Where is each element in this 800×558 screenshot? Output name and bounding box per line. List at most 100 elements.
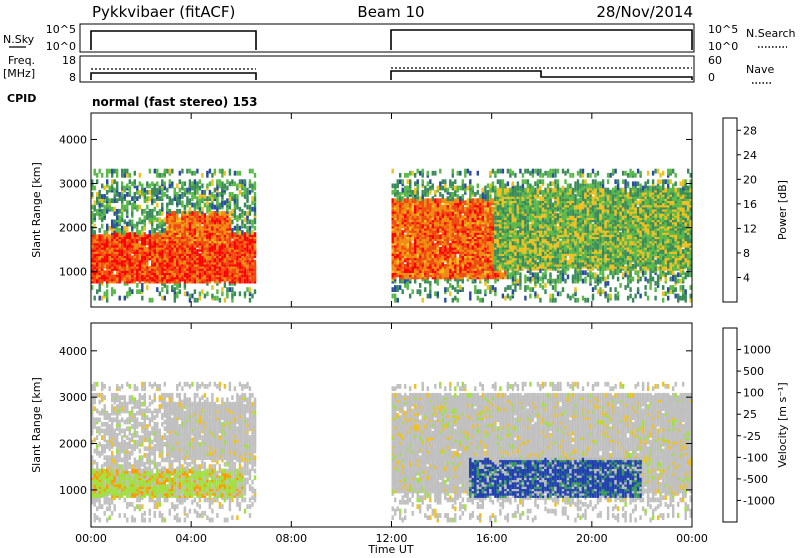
power-cell [111, 228, 113, 233]
power-cell [124, 249, 126, 254]
power-cell [492, 181, 494, 186]
power-cell [144, 188, 146, 193]
power-cell [532, 173, 534, 178]
power-cell [519, 241, 521, 246]
power-cell [221, 181, 223, 186]
power-cell [209, 190, 211, 195]
power-cell [99, 296, 101, 301]
power-cell [146, 181, 148, 186]
power-cell [109, 277, 111, 282]
power-cell [94, 169, 96, 174]
power-cell [254, 220, 256, 225]
power-cell [487, 207, 489, 212]
power-cell [106, 196, 108, 201]
power-cell [457, 194, 459, 199]
power-cell [392, 272, 394, 277]
power-cell [239, 179, 241, 184]
power-cell [407, 275, 409, 280]
power-cell [224, 211, 226, 216]
power-cell [246, 256, 248, 261]
power-cell [204, 294, 206, 299]
power-cell [459, 196, 461, 201]
power-cell [201, 184, 203, 189]
power-cell [434, 272, 436, 277]
power-cell [156, 188, 158, 193]
power-cell [219, 220, 221, 225]
power-cell [186, 291, 188, 296]
power-cell [139, 230, 141, 235]
power-cell [126, 249, 128, 254]
power-cell [224, 230, 226, 235]
power-cell [552, 279, 554, 284]
power-cell [244, 203, 246, 208]
power-cell [211, 179, 213, 184]
power-cell [159, 258, 161, 263]
power-cell [169, 196, 171, 201]
power-cell [532, 258, 534, 263]
power-cell [124, 173, 126, 178]
power-cell [174, 287, 176, 292]
power-cell [251, 224, 253, 229]
power-cell [402, 224, 404, 229]
power-cell [492, 285, 494, 290]
power-cell [482, 275, 484, 280]
power-cell [397, 209, 399, 214]
power-cell [104, 291, 106, 296]
power-cell [552, 220, 554, 225]
nsky-tick-top: 10^5 [46, 23, 76, 36]
power-cell [549, 169, 551, 174]
power-cell [532, 234, 534, 239]
power-cell [537, 272, 539, 277]
power-cell [482, 251, 484, 256]
power-cell [487, 279, 489, 284]
power-cell [184, 215, 186, 220]
power-cell [171, 264, 173, 269]
power-cell [211, 192, 213, 197]
power-cell [151, 198, 153, 203]
plot-title: Pykkvibaer (fitACF) [92, 3, 235, 21]
power-cell [251, 200, 253, 205]
power-cell [101, 234, 103, 239]
power-cell [204, 213, 206, 218]
power-cell [524, 194, 526, 199]
power-cell [429, 179, 431, 184]
power-cell [427, 262, 429, 267]
power-cell [429, 207, 431, 212]
power-cell [454, 253, 456, 258]
power-cell [134, 171, 136, 176]
power-cell [422, 268, 424, 273]
power-cell [101, 209, 103, 214]
power-cell [424, 190, 426, 195]
power-cell [126, 192, 128, 197]
power-cell [414, 209, 416, 214]
power-cell [404, 234, 406, 239]
power-cell [419, 171, 421, 176]
power-cell [174, 188, 176, 193]
power-cell [191, 203, 193, 208]
power-cell [111, 224, 113, 229]
power-cell [524, 279, 526, 284]
power-cell [457, 298, 459, 303]
power-cell [414, 249, 416, 254]
power-cell [244, 270, 246, 275]
power-cell [429, 289, 431, 294]
power-cell [161, 211, 163, 216]
power-cell [534, 243, 536, 248]
power-cell [539, 247, 541, 252]
power-cell [166, 188, 168, 193]
power-cell [124, 194, 126, 199]
power-cell [422, 190, 424, 195]
power-cell [221, 211, 223, 216]
power-cell [174, 268, 176, 273]
power-cell [206, 184, 208, 189]
power-cell [487, 285, 489, 290]
power-cell [537, 294, 539, 299]
power-cell [529, 171, 531, 176]
power-cell [206, 291, 208, 296]
power-cell [442, 247, 444, 252]
power-cell [164, 296, 166, 301]
power-cell [214, 194, 216, 199]
power-cell [442, 198, 444, 203]
power-cell [164, 181, 166, 186]
